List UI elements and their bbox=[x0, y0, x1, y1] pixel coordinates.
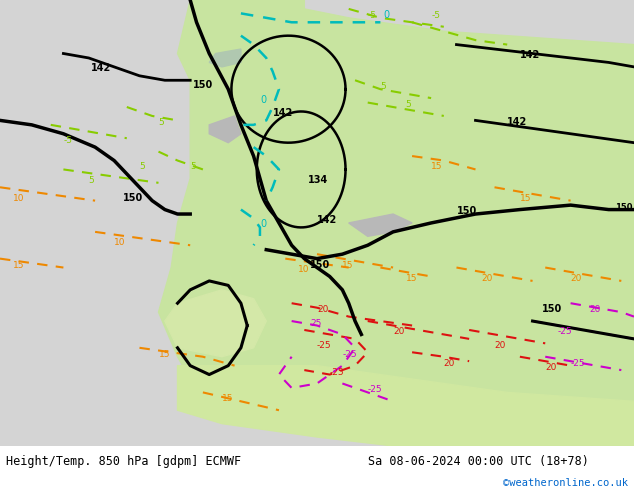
Text: -25: -25 bbox=[368, 386, 382, 394]
Polygon shape bbox=[178, 0, 304, 98]
Text: 20: 20 bbox=[571, 274, 582, 283]
Text: 5: 5 bbox=[89, 176, 94, 185]
Polygon shape bbox=[178, 366, 634, 446]
Text: -25: -25 bbox=[342, 350, 357, 359]
Text: Sa 08-06-2024 00:00 UTC (18+78): Sa 08-06-2024 00:00 UTC (18+78) bbox=[368, 455, 588, 468]
Text: -25: -25 bbox=[330, 368, 344, 376]
Text: 20: 20 bbox=[590, 305, 601, 314]
Text: 15: 15 bbox=[222, 394, 233, 403]
Text: 0: 0 bbox=[384, 10, 390, 20]
Text: 15: 15 bbox=[520, 194, 531, 203]
Text: 150: 150 bbox=[310, 260, 330, 270]
Text: 10: 10 bbox=[114, 238, 126, 247]
Text: 142: 142 bbox=[520, 50, 540, 60]
Text: -5: -5 bbox=[63, 136, 72, 145]
Polygon shape bbox=[158, 0, 634, 446]
Text: 0: 0 bbox=[260, 95, 266, 104]
Text: 20: 20 bbox=[495, 341, 506, 350]
Text: -5: -5 bbox=[368, 11, 377, 20]
Text: 142: 142 bbox=[91, 63, 112, 74]
Text: 20: 20 bbox=[545, 363, 557, 372]
Text: 20: 20 bbox=[444, 359, 455, 368]
Text: 15: 15 bbox=[158, 350, 170, 359]
Text: 142: 142 bbox=[507, 117, 527, 127]
Text: -25: -25 bbox=[571, 359, 585, 368]
Text: 15: 15 bbox=[342, 261, 354, 270]
Text: -25: -25 bbox=[558, 327, 573, 337]
Text: 5: 5 bbox=[406, 100, 411, 109]
Text: 142: 142 bbox=[317, 215, 337, 225]
Text: 5: 5 bbox=[158, 118, 164, 127]
Text: ©weatheronline.co.uk: ©weatheronline.co.uk bbox=[503, 478, 628, 489]
Text: 150: 150 bbox=[123, 193, 143, 203]
Polygon shape bbox=[209, 116, 241, 143]
Text: 10: 10 bbox=[298, 265, 309, 274]
Text: 150: 150 bbox=[542, 304, 562, 314]
Text: 15: 15 bbox=[13, 261, 24, 270]
Text: 142: 142 bbox=[273, 108, 293, 118]
Polygon shape bbox=[349, 214, 412, 236]
Text: 15: 15 bbox=[406, 274, 417, 283]
Text: 20: 20 bbox=[482, 274, 493, 283]
Text: 20: 20 bbox=[393, 327, 404, 337]
Text: -5: -5 bbox=[431, 11, 440, 20]
Polygon shape bbox=[209, 49, 241, 67]
Text: 150: 150 bbox=[193, 80, 213, 90]
Text: 150: 150 bbox=[615, 202, 633, 212]
Text: 150: 150 bbox=[456, 206, 477, 216]
Text: -25: -25 bbox=[317, 341, 332, 350]
Text: 15: 15 bbox=[431, 163, 443, 172]
Text: 5: 5 bbox=[190, 163, 196, 172]
Text: 5: 5 bbox=[139, 163, 145, 172]
Text: 5: 5 bbox=[380, 82, 386, 91]
Text: 25: 25 bbox=[311, 318, 322, 327]
Text: 134: 134 bbox=[307, 175, 328, 185]
Text: 0: 0 bbox=[260, 220, 266, 229]
Text: Height/Temp. 850 hPa [gdpm] ECMWF: Height/Temp. 850 hPa [gdpm] ECMWF bbox=[6, 455, 242, 468]
Text: 20: 20 bbox=[317, 305, 328, 314]
Text: 10: 10 bbox=[13, 194, 24, 203]
Polygon shape bbox=[165, 290, 266, 357]
